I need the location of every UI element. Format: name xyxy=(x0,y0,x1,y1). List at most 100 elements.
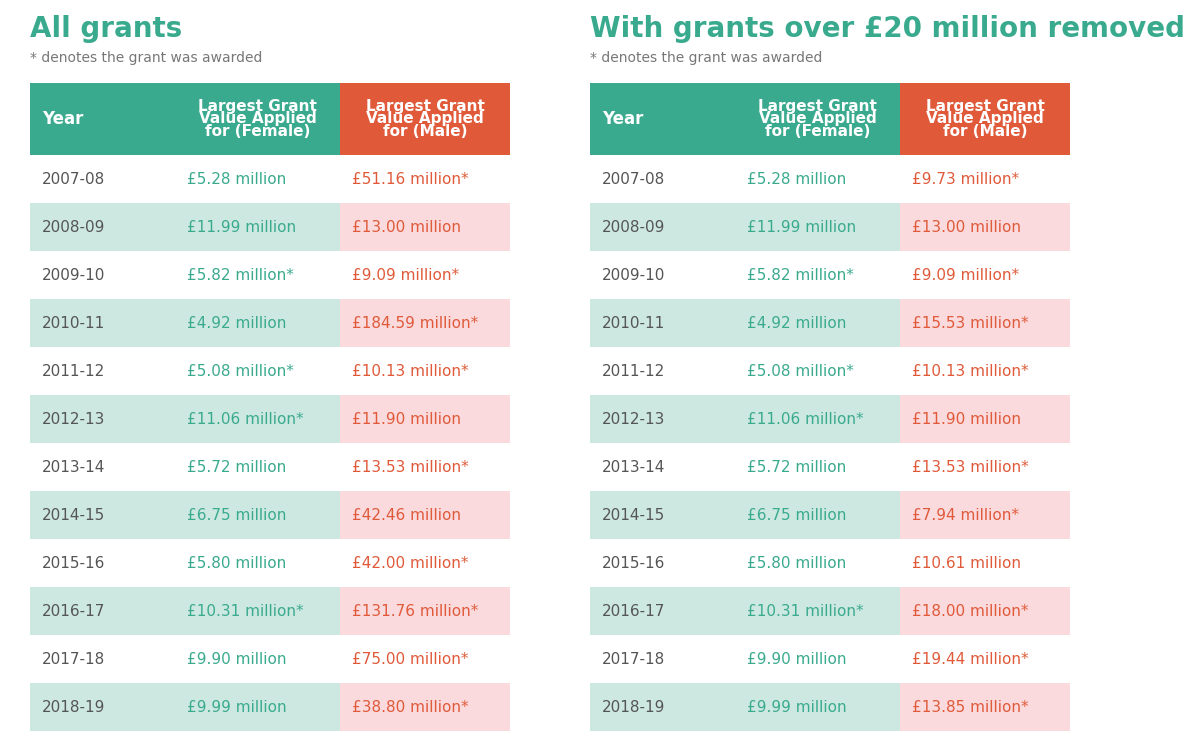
Bar xyxy=(900,203,1070,251)
Text: £18.00 million*: £18.00 million* xyxy=(912,603,1028,618)
Bar xyxy=(30,203,175,251)
Bar xyxy=(734,203,900,251)
Bar xyxy=(175,203,340,251)
Text: £9.73 million*: £9.73 million* xyxy=(912,172,1019,186)
Text: Year: Year xyxy=(42,110,83,128)
Text: Largest Grant: Largest Grant xyxy=(925,99,1044,114)
Bar xyxy=(175,683,340,731)
Bar xyxy=(175,83,340,155)
Text: 2008-09: 2008-09 xyxy=(42,219,106,235)
Text: for (Male): for (Male) xyxy=(383,125,467,140)
Text: Value Applied: Value Applied xyxy=(199,111,317,126)
Text: 2017-18: 2017-18 xyxy=(42,652,106,666)
Text: £11.90 million: £11.90 million xyxy=(352,412,461,426)
Text: £9.09 million*: £9.09 million* xyxy=(352,267,460,282)
Text: £5.72 million: £5.72 million xyxy=(746,459,846,475)
Text: 2011-12: 2011-12 xyxy=(602,363,665,378)
Text: £13.85 million*: £13.85 million* xyxy=(912,699,1028,715)
Bar xyxy=(590,491,734,539)
Text: £9.90 million: £9.90 million xyxy=(746,652,846,666)
Text: Largest Grant: Largest Grant xyxy=(758,99,877,114)
Text: 2017-18: 2017-18 xyxy=(602,652,665,666)
Text: £10.13 million*: £10.13 million* xyxy=(352,363,469,378)
Text: £11.99 million: £11.99 million xyxy=(187,219,296,235)
Text: * denotes the grant was awarded: * denotes the grant was awarded xyxy=(590,51,822,65)
Text: Year: Year xyxy=(602,110,643,128)
Text: * denotes the grant was awarded: * denotes the grant was awarded xyxy=(30,51,263,65)
Text: £5.80 million: £5.80 million xyxy=(746,556,846,571)
Text: £51.16 million*: £51.16 million* xyxy=(352,172,469,186)
Text: £75.00 million*: £75.00 million* xyxy=(352,652,468,666)
Text: £9.99 million: £9.99 million xyxy=(187,699,287,715)
Text: for (Male): for (Male) xyxy=(943,125,1027,140)
Bar xyxy=(30,299,175,347)
Bar xyxy=(900,395,1070,443)
Text: £11.99 million: £11.99 million xyxy=(746,219,856,235)
Bar xyxy=(30,587,175,635)
Text: £13.53 million*: £13.53 million* xyxy=(912,459,1028,475)
Text: £11.06 million*: £11.06 million* xyxy=(746,412,864,426)
Bar xyxy=(900,587,1070,635)
Text: £10.61 million: £10.61 million xyxy=(912,556,1021,571)
Text: 2009-10: 2009-10 xyxy=(602,267,665,282)
Text: £5.28 million: £5.28 million xyxy=(187,172,287,186)
Text: 2012-13: 2012-13 xyxy=(602,412,665,426)
Bar xyxy=(734,491,900,539)
Bar xyxy=(30,395,175,443)
Text: 2010-11: 2010-11 xyxy=(602,316,665,331)
Text: £19.44 million*: £19.44 million* xyxy=(912,652,1028,666)
Text: Largest Grant: Largest Grant xyxy=(366,99,485,114)
Text: 2016-17: 2016-17 xyxy=(602,603,665,618)
Bar xyxy=(175,395,340,443)
Bar xyxy=(590,83,734,155)
Text: 2009-10: 2009-10 xyxy=(42,267,106,282)
Text: £5.82 million*: £5.82 million* xyxy=(746,267,854,282)
Bar xyxy=(900,83,1070,155)
Text: Value Applied: Value Applied xyxy=(366,111,484,126)
Text: £5.08 million*: £5.08 million* xyxy=(746,363,854,378)
Text: £11.06 million*: £11.06 million* xyxy=(187,412,304,426)
Text: 2018-19: 2018-19 xyxy=(602,699,665,715)
Text: £9.09 million*: £9.09 million* xyxy=(912,267,1019,282)
Bar xyxy=(734,395,900,443)
Text: 2008-09: 2008-09 xyxy=(602,219,665,235)
Text: £6.75 million: £6.75 million xyxy=(187,507,287,522)
Bar xyxy=(900,683,1070,731)
Text: Largest Grant: Largest Grant xyxy=(198,99,317,114)
Text: 2014-15: 2014-15 xyxy=(42,507,106,522)
Text: £13.00 million: £13.00 million xyxy=(352,219,461,235)
Text: 2007-08: 2007-08 xyxy=(42,172,106,186)
Text: £10.13 million*: £10.13 million* xyxy=(912,363,1028,378)
Bar xyxy=(340,395,510,443)
Text: £9.99 million: £9.99 million xyxy=(746,699,847,715)
Text: £9.90 million: £9.90 million xyxy=(187,652,287,666)
Text: £10.31 million*: £10.31 million* xyxy=(746,603,864,618)
Text: 2014-15: 2014-15 xyxy=(602,507,665,522)
Text: 2016-17: 2016-17 xyxy=(42,603,106,618)
Text: 2015-16: 2015-16 xyxy=(42,556,106,571)
Text: £13.00 million: £13.00 million xyxy=(912,219,1021,235)
Bar xyxy=(590,395,734,443)
Text: £42.46 million: £42.46 million xyxy=(352,507,461,522)
Bar xyxy=(900,491,1070,539)
Text: 2018-19: 2018-19 xyxy=(42,699,106,715)
Text: £4.92 million: £4.92 million xyxy=(746,316,846,331)
Text: £5.80 million: £5.80 million xyxy=(187,556,287,571)
Text: £5.72 million: £5.72 million xyxy=(187,459,287,475)
Bar xyxy=(30,491,175,539)
Bar xyxy=(30,683,175,731)
Text: 2015-16: 2015-16 xyxy=(602,556,665,571)
Bar xyxy=(590,203,734,251)
Bar xyxy=(340,491,510,539)
Bar xyxy=(590,587,734,635)
Bar xyxy=(734,683,900,731)
Text: 2013-14: 2013-14 xyxy=(602,459,665,475)
Text: £5.82 million*: £5.82 million* xyxy=(187,267,294,282)
Text: for (Female): for (Female) xyxy=(764,125,870,140)
Text: 2011-12: 2011-12 xyxy=(42,363,106,378)
Bar xyxy=(340,683,510,731)
Text: All grants: All grants xyxy=(30,15,182,43)
Text: 2007-08: 2007-08 xyxy=(602,172,665,186)
Bar xyxy=(175,587,340,635)
Text: With grants over £20 million removed: With grants over £20 million removed xyxy=(590,15,1186,43)
